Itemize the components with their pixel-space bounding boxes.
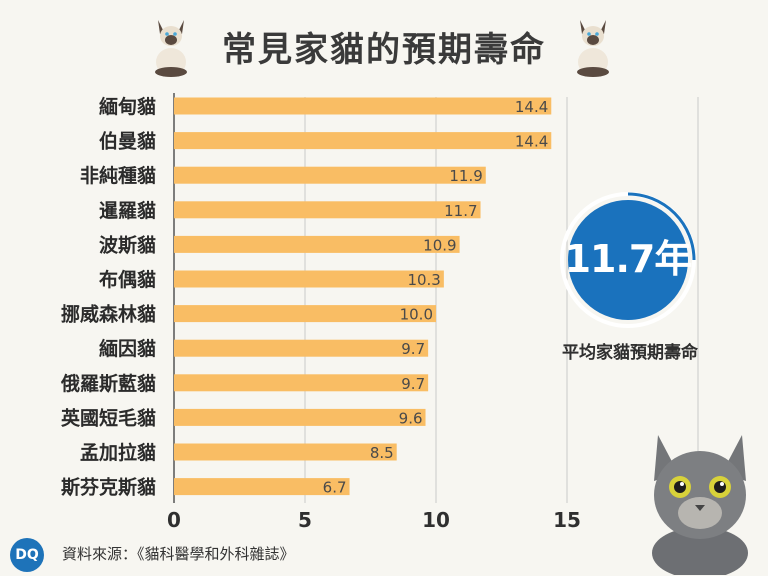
category-label: 俄羅斯藍貓 — [60, 372, 156, 395]
siamese-cat-icon — [155, 20, 187, 77]
siamese-cat-icon — [577, 20, 609, 77]
category-label: 波斯貓 — [99, 233, 156, 256]
value-label: 10.0 — [400, 306, 433, 324]
category-label: 斯芬克斯貓 — [61, 476, 156, 499]
value-label: 9.7 — [401, 340, 425, 358]
value-label: 14.4 — [515, 133, 548, 151]
dq-logo: DQ — [10, 538, 44, 572]
category-label: 布偶貓 — [99, 268, 156, 291]
bar — [174, 305, 436, 323]
category-label: 孟加拉貓 — [80, 441, 156, 464]
source-note: 資料來源：《貓科醫學和外科雜誌》 — [62, 545, 295, 563]
bar — [174, 166, 486, 184]
category-label: 非純種貓 — [80, 164, 156, 187]
value-label: 10.3 — [407, 271, 440, 289]
bar — [174, 270, 444, 288]
value-label: 6.7 — [323, 479, 347, 497]
value-label: 9.6 — [399, 409, 423, 427]
bar — [174, 408, 426, 426]
average-badge — [560, 192, 696, 328]
value-label: 10.9 — [423, 236, 456, 254]
grey-cat-icon — [652, 435, 748, 575]
bar — [174, 478, 350, 496]
x-tick-label: 10 — [422, 508, 450, 532]
bar — [174, 235, 460, 253]
bar — [174, 97, 552, 115]
category-label: 伯曼貓 — [99, 130, 156, 153]
category-label: 暹羅貓 — [99, 199, 156, 222]
value-label: 14.4 — [515, 98, 548, 116]
value-label: 11.9 — [449, 167, 482, 185]
value-label: 11.7 — [444, 202, 477, 220]
bar — [174, 443, 397, 461]
chart-title: 常見家貓的預期壽命 — [222, 30, 546, 70]
bar — [174, 201, 481, 219]
value-label: 8.5 — [370, 444, 394, 462]
average-value: 11.7年 — [564, 237, 693, 281]
x-tick-label: 15 — [553, 508, 581, 532]
x-tick-label: 0 — [167, 508, 181, 532]
average-label: 平均家貓預期壽命 — [562, 343, 698, 363]
value-label: 9.7 — [401, 375, 425, 393]
category-label: 英國短毛貓 — [61, 406, 156, 429]
x-tick-label: 5 — [298, 508, 312, 532]
bar — [174, 132, 552, 150]
category-label: 緬甸貓 — [99, 95, 156, 118]
category-label: 緬因貓 — [99, 337, 156, 360]
category-label: 挪威森林貓 — [61, 303, 156, 326]
bar — [174, 339, 429, 357]
bar — [174, 374, 429, 392]
